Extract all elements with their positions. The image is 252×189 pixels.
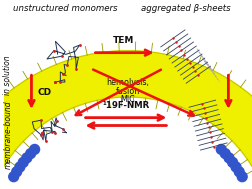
Text: membrane-bound: membrane-bound xyxy=(3,100,12,169)
Circle shape xyxy=(237,172,247,182)
Circle shape xyxy=(220,149,230,158)
Text: unstructured monomers: unstructured monomers xyxy=(13,4,117,13)
Circle shape xyxy=(228,157,238,167)
Circle shape xyxy=(12,167,22,177)
Circle shape xyxy=(30,144,40,154)
Text: fusion: fusion xyxy=(116,87,140,96)
Circle shape xyxy=(9,172,19,182)
Circle shape xyxy=(22,153,32,163)
Text: TEM: TEM xyxy=(113,36,135,45)
Text: aggregated β-sheets: aggregated β-sheets xyxy=(141,4,231,13)
Circle shape xyxy=(216,144,226,154)
Circle shape xyxy=(234,167,244,177)
Text: CD: CD xyxy=(37,88,51,97)
Circle shape xyxy=(26,149,36,158)
Circle shape xyxy=(18,157,28,167)
Text: MIC: MIC xyxy=(120,95,135,104)
Polygon shape xyxy=(0,51,252,170)
Circle shape xyxy=(231,162,241,172)
Circle shape xyxy=(15,162,25,172)
Text: in solution: in solution xyxy=(3,56,12,95)
Circle shape xyxy=(224,153,234,163)
Text: ¹19F-NMR: ¹19F-NMR xyxy=(102,101,150,110)
Text: hemolysis,: hemolysis, xyxy=(107,78,149,87)
